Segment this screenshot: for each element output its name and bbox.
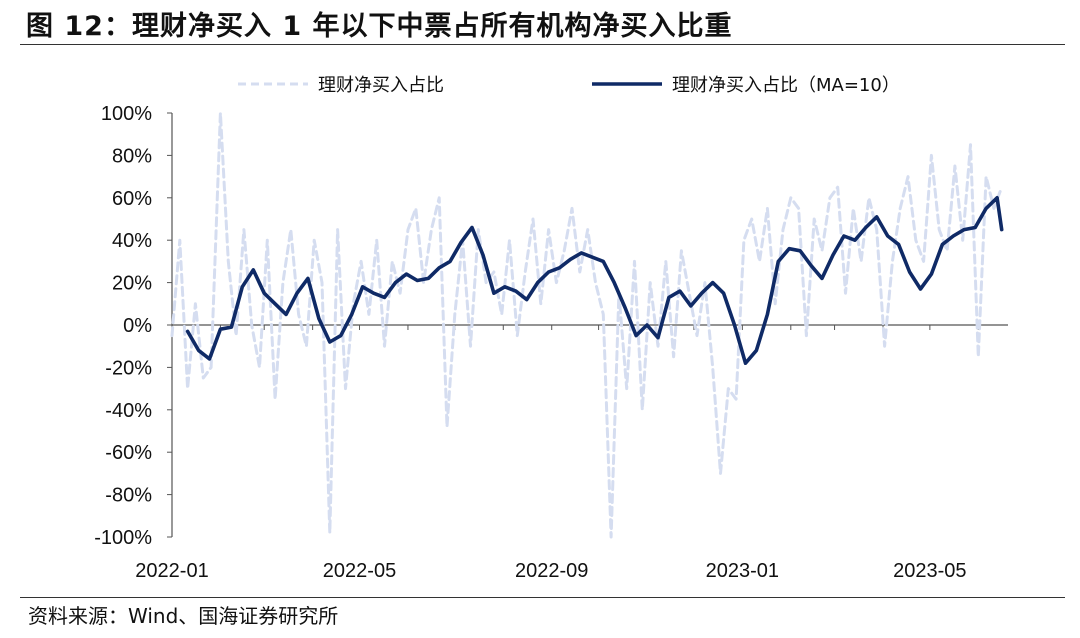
y-tick-label: 0% bbox=[123, 315, 152, 337]
y-tick-label: -100% bbox=[94, 527, 152, 549]
legend-label: 理财净买入占比 bbox=[318, 75, 444, 96]
title-divider bbox=[20, 44, 1065, 45]
y-tick-label: 60% bbox=[112, 188, 152, 210]
x-tick-label: 2022-05 bbox=[323, 560, 396, 582]
series-line-ma10 bbox=[185, 196, 1004, 366]
legend-label: 理财净买入占比（MA=10） bbox=[672, 75, 900, 96]
figure-title: 图 12：理财净买入 1 年以下中票占所有机构净买入比重 bbox=[26, 11, 733, 42]
source-note: 资料来源：Wind、国海证券研究所 bbox=[28, 604, 339, 628]
x-tick-label: 2023-05 bbox=[893, 560, 966, 582]
y-tick-label: 80% bbox=[112, 145, 152, 167]
y-tick-label: 100% bbox=[101, 103, 152, 125]
y-tick-label: 20% bbox=[112, 273, 152, 295]
y-tick-label: -20% bbox=[105, 357, 152, 379]
line-chart: 100% 80% 60% 40% 20% 0% -20% -40% -60% -80% -100% 2… bbox=[94, 75, 1008, 582]
y-tick-label: -40% bbox=[105, 400, 152, 422]
series-layer bbox=[170, 111, 1004, 539]
series-line-raw bbox=[170, 111, 1004, 539]
x-tick-label: 2023-01 bbox=[706, 560, 779, 582]
y-tick-label: -60% bbox=[105, 442, 152, 464]
y-tick-label: -80% bbox=[105, 485, 152, 507]
chart-legend: 理财净买入占比 理财净买入占比（MA=10） bbox=[238, 75, 900, 96]
chart-axes: 100% 80% 60% 40% 20% 0% -20% -40% -60% -80% -100% 2… bbox=[94, 103, 1008, 582]
x-tick-label: 2022-09 bbox=[515, 560, 588, 582]
x-tick-label: 2022-01 bbox=[135, 560, 208, 582]
source-divider bbox=[20, 597, 1065, 598]
y-tick-label: 40% bbox=[112, 230, 152, 252]
